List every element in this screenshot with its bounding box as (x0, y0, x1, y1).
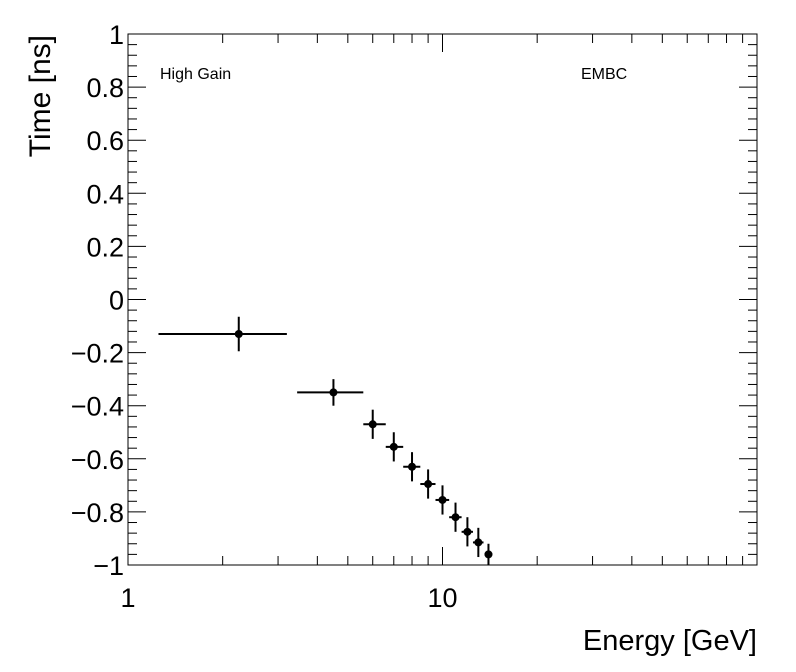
y-tick-label: 0.4 (86, 179, 124, 209)
y-tick-label: 0.6 (86, 126, 124, 156)
x-tick-label: 1 (120, 583, 135, 613)
data-marker (234, 330, 243, 339)
data-point (449, 502, 462, 532)
data-marker (424, 480, 433, 489)
data-marker (438, 495, 447, 504)
y-tick-label: −0.4 (71, 392, 124, 422)
data-point (403, 452, 421, 482)
y-tick-label: 1 (109, 20, 124, 50)
data-point (435, 485, 450, 515)
data-point (297, 379, 364, 406)
data-point (484, 543, 493, 565)
data-marker (368, 420, 377, 429)
x-tick-label: 10 (427, 583, 457, 613)
y-axis-label: Time [ns] (24, 35, 57, 157)
data-point (385, 432, 404, 462)
data-point (420, 469, 436, 499)
y-tick-label: −1 (93, 551, 124, 581)
data-point (363, 409, 386, 439)
y-tick-label: 0 (109, 286, 124, 316)
y-tick-label: 0.2 (86, 232, 124, 262)
data-marker (329, 388, 338, 397)
data-marker (389, 442, 398, 451)
data-marker (484, 550, 493, 559)
data-marker (451, 513, 460, 522)
y-tick-label: 0.8 (86, 73, 124, 103)
x-axis-label: Energy [GeV] (583, 625, 757, 657)
annotation-high-gain: High Gain (160, 66, 231, 83)
data-marker (474, 538, 483, 547)
y-tick-label: −0.6 (71, 445, 124, 475)
data-point (472, 527, 484, 558)
y-tick-label: −0.2 (71, 339, 124, 369)
data-marker (463, 527, 472, 536)
data-marker (408, 462, 417, 471)
y-tick-label: −0.8 (71, 498, 124, 528)
annotation-embc: EMBC (581, 66, 627, 83)
data-point (158, 316, 287, 352)
data-point (461, 517, 473, 547)
